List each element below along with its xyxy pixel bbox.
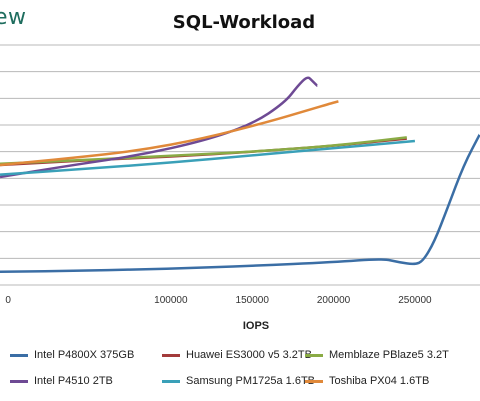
- legend-label: Memblaze PBlaze5 3.2T: [329, 349, 449, 361]
- legend-item: Samsung PM1725a 1.6TB: [162, 375, 315, 387]
- series-lines: [0, 76, 480, 274]
- legend-swatch: [305, 353, 323, 357]
- legend-label: Intel P4510 2TB: [34, 375, 113, 387]
- brand-logo-text: ew: [0, 5, 27, 30]
- legend-item: Huawei ES3000 v5 3.2TB: [162, 349, 312, 361]
- chart-legend: Intel P4800X 375GB Huawei ES3000 v5 3.2TB…: [0, 341, 480, 401]
- legend-swatch: [162, 379, 180, 383]
- x-tick-label: 250000: [398, 295, 432, 306]
- x-tick-label: 200000: [317, 295, 351, 306]
- x-tick-labels: 0 100000 150000 200000 250000: [5, 295, 432, 306]
- series-line-3: [0, 76, 319, 179]
- legend-label: Intel P4800X 375GB: [34, 349, 135, 361]
- series-line-0: [0, 132, 480, 274]
- legend-swatch: [162, 353, 180, 357]
- legend-swatch: [10, 379, 28, 383]
- legend-label: Toshiba PX04 1.6TB: [329, 375, 430, 387]
- line-chart: 0 100000 150000 200000 250000 IOPS: [0, 44, 480, 332]
- legend-swatch: [305, 379, 323, 383]
- series-line-2: [0, 136, 407, 166]
- x-tick-label: 0: [5, 295, 11, 306]
- legend-swatch: [10, 353, 28, 357]
- legend-item: Intel P4510 2TB: [10, 375, 113, 387]
- x-tick-label: 100000: [154, 295, 188, 306]
- series-line-4: [0, 139, 416, 176]
- legend-label: Huawei ES3000 v5 3.2TB: [186, 349, 312, 361]
- x-tick-label: 150000: [236, 295, 270, 306]
- legend-item: Intel P4800X 375GB: [10, 349, 134, 361]
- legend-label: Samsung PM1725a 1.6TB: [186, 375, 316, 387]
- legend-item: Memblaze PBlaze5 3.2T: [305, 349, 449, 361]
- chart-title: SQL-Workload: [172, 12, 316, 33]
- legend-item: Toshiba PX04 1.6TB: [305, 375, 429, 387]
- series-line-5: [0, 100, 339, 167]
- x-axis-label: IOPS: [243, 320, 269, 332]
